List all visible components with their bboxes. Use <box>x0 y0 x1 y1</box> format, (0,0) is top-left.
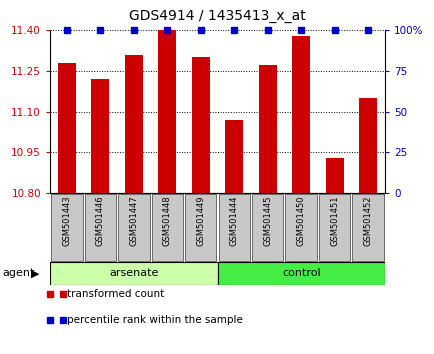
FancyBboxPatch shape <box>352 194 383 261</box>
Text: GSM501446: GSM501446 <box>95 196 105 246</box>
Text: GDS4914 / 1435413_x_at: GDS4914 / 1435413_x_at <box>129 9 305 23</box>
Bar <box>224 120 243 193</box>
Text: GSM501444: GSM501444 <box>229 196 238 246</box>
Text: control: control <box>281 268 320 279</box>
FancyBboxPatch shape <box>217 262 384 285</box>
FancyBboxPatch shape <box>51 194 82 261</box>
Bar <box>158 27 176 193</box>
Text: ▶: ▶ <box>31 268 40 279</box>
Bar <box>191 57 210 193</box>
Text: GSM501451: GSM501451 <box>329 196 339 246</box>
Text: GSM501449: GSM501449 <box>196 196 205 246</box>
Text: GSM501443: GSM501443 <box>62 196 71 246</box>
Text: GSM501447: GSM501447 <box>129 196 138 246</box>
Text: agent: agent <box>2 268 34 279</box>
Bar <box>91 79 109 193</box>
FancyBboxPatch shape <box>251 194 283 261</box>
FancyBboxPatch shape <box>184 194 216 261</box>
Text: arsenate: arsenate <box>109 268 158 279</box>
Text: percentile rank within the sample: percentile rank within the sample <box>67 315 243 325</box>
Text: GSM501448: GSM501448 <box>162 196 171 246</box>
Text: GSM501452: GSM501452 <box>363 196 372 246</box>
FancyBboxPatch shape <box>285 194 316 261</box>
FancyBboxPatch shape <box>50 262 217 285</box>
FancyBboxPatch shape <box>318 194 350 261</box>
Bar <box>358 98 377 193</box>
Bar <box>325 158 343 193</box>
Text: transformed count: transformed count <box>67 289 164 299</box>
Text: GSM501450: GSM501450 <box>296 196 305 246</box>
Text: GSM501445: GSM501445 <box>263 196 272 246</box>
Bar <box>124 55 143 193</box>
FancyBboxPatch shape <box>118 194 149 261</box>
Bar <box>258 65 276 193</box>
FancyBboxPatch shape <box>218 194 250 261</box>
Bar <box>291 35 310 193</box>
FancyBboxPatch shape <box>84 194 116 261</box>
Bar <box>57 63 76 193</box>
FancyBboxPatch shape <box>151 194 183 261</box>
